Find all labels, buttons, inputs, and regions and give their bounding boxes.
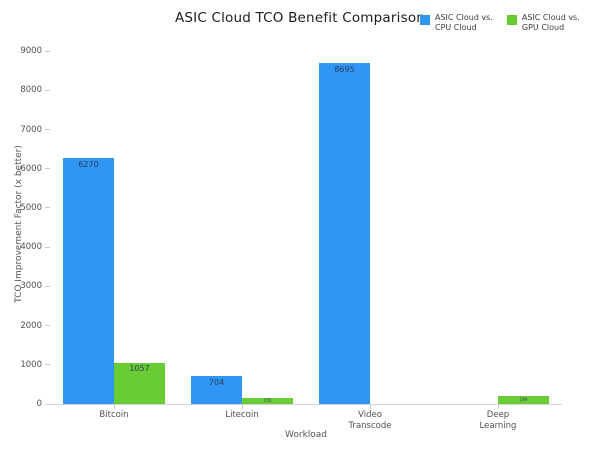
x-tick-label-bitcoin: Bitcoin bbox=[99, 410, 129, 420]
x-tick-mark bbox=[241, 405, 243, 409]
y-tick-mark bbox=[45, 50, 50, 52]
x-tick-label-deep-learning: Deep Learning bbox=[479, 410, 517, 432]
legend: ASIC Cloud vs. CPU Cloud ASIC Cloud vs. G… bbox=[420, 13, 580, 34]
bar-value-label: 704 bbox=[208, 377, 225, 387]
legend-label: ASIC Cloud vs. CPU Cloud bbox=[435, 13, 493, 33]
y-tick-label: 2000 bbox=[20, 320, 42, 331]
bar-video-transcode-cpu: 8695 bbox=[319, 63, 370, 404]
legend-swatch-icon bbox=[506, 15, 517, 25]
y-tick-label: 7000 bbox=[20, 124, 42, 135]
y-tick-label: 6000 bbox=[20, 163, 42, 174]
y-tick-label: 3000 bbox=[20, 281, 42, 292]
bar-value-label: 199 bbox=[519, 397, 528, 403]
x-tick-label-litecoin: Litecoin bbox=[225, 410, 259, 420]
y-tick-label: 8000 bbox=[20, 85, 42, 96]
x-tick-mark bbox=[369, 405, 371, 409]
y-tick-mark bbox=[45, 246, 50, 248]
bar-litecoin-gpu: 155 bbox=[242, 397, 293, 404]
y-tick-label: 5000 bbox=[20, 202, 42, 213]
y-tick-mark bbox=[45, 364, 50, 366]
bar-value-label: 155 bbox=[263, 397, 272, 403]
y-tick-mark bbox=[45, 129, 50, 130]
y-tick-label: 1000 bbox=[20, 359, 42, 370]
legend-entry-gpu[interactable]: ASIC Cloud vs. GPU Cloud bbox=[506, 13, 580, 34]
plot-area: 0 1000 2000 3000 4000 5000 6000 7000 8000 9000 Bit… bbox=[20, 44, 562, 431]
bar-value-label: 8695 bbox=[334, 64, 355, 74]
y-tick-label: 9000 bbox=[20, 46, 42, 57]
bar-deep-learning-gpu: 199 bbox=[498, 396, 549, 404]
legend-swatch-icon bbox=[420, 15, 430, 25]
bar-bitcoin-cpu: 6270 bbox=[63, 158, 114, 404]
bar-litecoin-cpu: 704 bbox=[191, 376, 242, 404]
y-tick-label: 4000 bbox=[20, 242, 42, 253]
bar-bitcoin-gpu: 1057 bbox=[114, 362, 165, 404]
y-tick-mark bbox=[45, 403, 50, 405]
bar-value-label: 6270 bbox=[78, 159, 99, 169]
y-tick-label: 0 bbox=[36, 399, 42, 409]
x-tick-mark bbox=[497, 405, 499, 409]
x-tick-mark bbox=[113, 405, 115, 409]
bar-value-label: 1057 bbox=[129, 364, 150, 374]
y-tick-mark bbox=[45, 325, 50, 327]
y-tick-mark bbox=[45, 168, 50, 170]
chart-title: ASIC Cloud TCO Benefit Comparison bbox=[174, 10, 426, 26]
y-tick-mark bbox=[45, 89, 50, 91]
legend-label: ASIC Cloud vs. GPU Cloud bbox=[521, 13, 580, 33]
y-tick-mark bbox=[45, 285, 50, 287]
y-tick-mark bbox=[45, 207, 50, 209]
x-tick-label-video-transcode: Video Transcode bbox=[348, 410, 392, 432]
x-axis-title: Workload bbox=[284, 430, 328, 440]
legend-entry-cpu[interactable]: ASIC Cloud vs. CPU Cloud bbox=[420, 13, 493, 34]
